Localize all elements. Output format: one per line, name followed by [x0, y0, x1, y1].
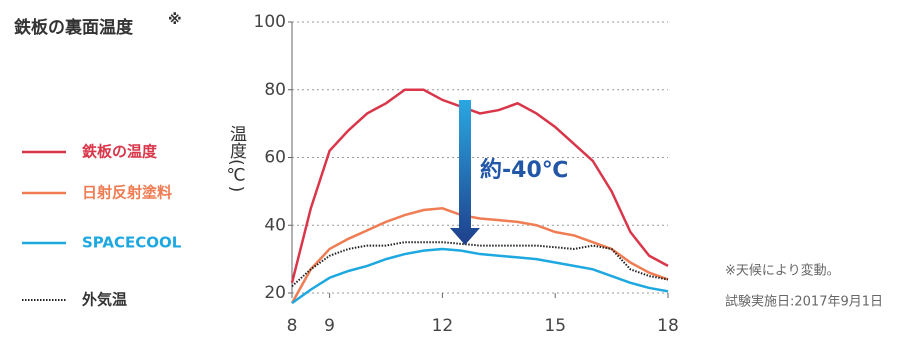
- series-line: [291, 247, 669, 305]
- annotation: 約-40℃: [480, 157, 568, 183]
- y-tick-label: 40: [264, 215, 286, 235]
- x-tick-label: 9: [324, 316, 335, 336]
- x-tick-label: 12: [432, 316, 454, 336]
- legend-label: 外気温: [81, 291, 127, 309]
- x-tick-label: 18: [657, 316, 679, 336]
- legend-label: SPACECOOL: [82, 234, 182, 252]
- x-tick-label: 8: [287, 316, 298, 336]
- arrow: [450, 100, 480, 245]
- x-tick-label: 15: [544, 316, 566, 336]
- series-line: [290, 88, 669, 284]
- series-line: [290, 207, 669, 304]
- y-axis-label: 温度(℃): [226, 125, 247, 192]
- legend-label: 日射反射塗料: [82, 184, 172, 202]
- note: 試験実施日:2017年9月1日: [725, 294, 883, 310]
- plot-area: 20 40 60 80 100 8 9 12 15 18: [254, 12, 679, 336]
- y-tick-label: 60: [264, 148, 286, 168]
- legend-label: 鉄板の温度: [82, 143, 158, 161]
- y-tick-label: 80: [264, 80, 286, 100]
- title-note: ※: [168, 12, 182, 28]
- series-line: [291, 241, 669, 287]
- y-tick-label: 100: [254, 12, 286, 32]
- chart-title: 鉄板の裏面温度: [14, 17, 134, 38]
- y-tick-label: 20: [264, 283, 286, 303]
- note: ※天候により変動。: [725, 263, 840, 279]
